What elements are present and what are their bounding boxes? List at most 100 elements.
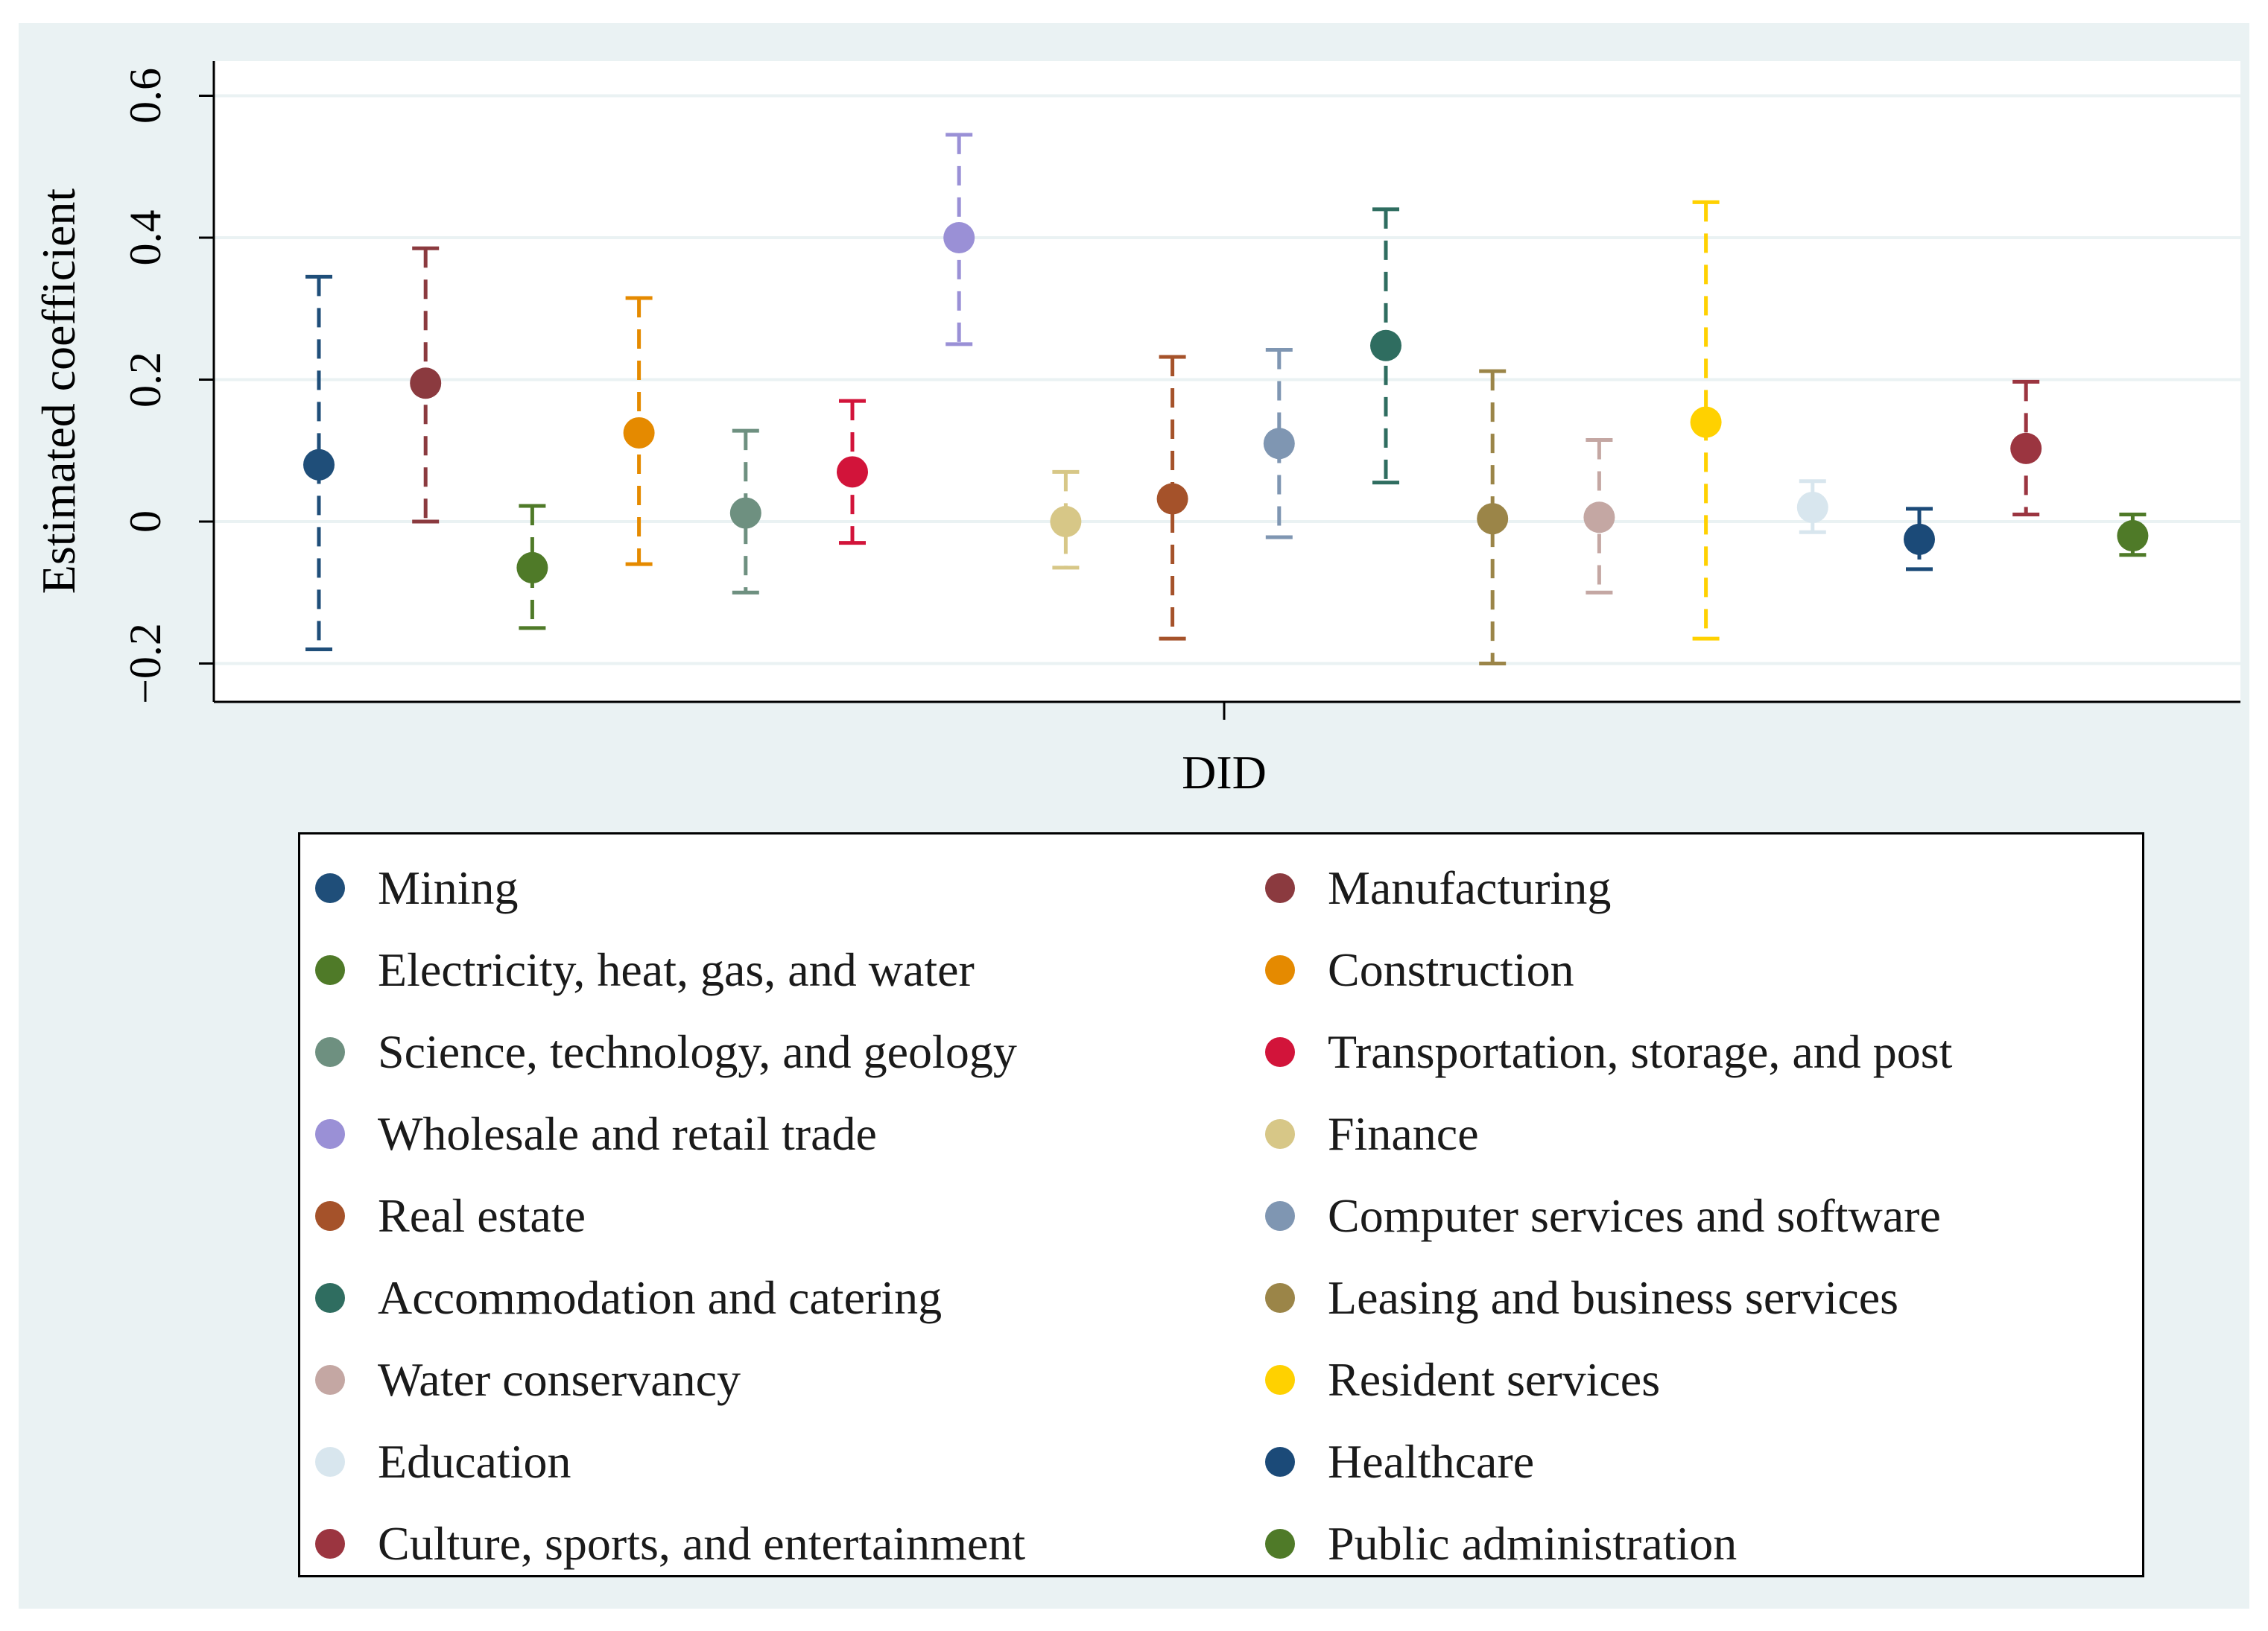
legend-label: Leasing and business services [1328, 1271, 1899, 1324]
series-6 [943, 133, 975, 346]
legend-marker [1265, 1037, 1295, 1067]
legend-label: Computer services and software [1328, 1189, 1941, 1242]
legend-marker [1265, 1447, 1295, 1477]
legend-marker [1265, 1283, 1295, 1313]
point-estimate [1370, 329, 1401, 361]
series-17 [2117, 512, 2149, 557]
series-13 [1690, 200, 1722, 641]
series-1 [410, 246, 442, 524]
legend-marker [315, 1037, 345, 1067]
legend-marker [1265, 1529, 1295, 1559]
legend-label: Resident services [1328, 1353, 1661, 1406]
legend-item: Water conservancy [315, 1350, 741, 1410]
legend: Mining Manufacturing Electricity, heat, ga… [298, 832, 2144, 1577]
legend-marker [315, 1283, 345, 1313]
legend-marker [315, 1365, 345, 1395]
point-estimate [1583, 501, 1615, 533]
legend-marker [1265, 955, 1295, 985]
legend-item: Finance [1265, 1104, 1479, 1164]
legend-label: Mining [378, 861, 519, 914]
point-estimate [837, 456, 868, 488]
point-estimate [1904, 523, 1935, 555]
legend-item: Computer services and software [1265, 1186, 1941, 1246]
legend-marker [1265, 1201, 1295, 1231]
legend-marker [315, 873, 345, 903]
legend-marker [1265, 1119, 1295, 1149]
series-5 [837, 399, 868, 545]
legend-marker [315, 1201, 345, 1231]
y-tick-label: −0.2 [121, 623, 170, 704]
point-estimate [303, 449, 335, 481]
point-estimate [943, 222, 975, 253]
legend-label: Public administration [1328, 1517, 1738, 1570]
point-estimate [1050, 506, 1082, 537]
y-tick-label: 0.4 [121, 210, 170, 266]
legend-item: Real estate [315, 1186, 586, 1246]
point-estimate [623, 417, 655, 449]
legend-marker [315, 955, 345, 985]
legend-marker [1265, 1365, 1295, 1395]
grid-lines [214, 94, 2240, 665]
series-10 [1370, 207, 1401, 485]
y-axis-title: Estimated coefficient [32, 189, 85, 595]
legend-item: Accommodation and catering [315, 1268, 942, 1328]
point-estimate [1263, 428, 1295, 460]
legend-item: Electricity, heat, gas, and water [315, 940, 975, 1000]
legend-item: Manufacturing [1265, 858, 1611, 918]
legend-label: Accommodation and catering [378, 1271, 943, 1324]
legend-item: Healthcare [1265, 1432, 1534, 1492]
legend-label: Education [378, 1435, 571, 1488]
legend-item: Science, technology, and geology [315, 1022, 1017, 1082]
legend-item: Public administration [1265, 1514, 1737, 1574]
point-estimate [2010, 432, 2042, 464]
point-estimate [1477, 503, 1509, 535]
point-estimate [1156, 483, 1188, 515]
point-estimate [516, 551, 548, 583]
legend-label: Culture, sports, and entertainment [378, 1517, 1026, 1570]
axes [212, 61, 2240, 703]
series-15 [1904, 507, 1935, 571]
legend-label: Wholesale and retail trade [378, 1107, 877, 1160]
series-8 [1156, 355, 1188, 641]
series-16 [2010, 379, 2042, 516]
point-estimate [1796, 491, 1828, 523]
series-0 [303, 274, 335, 651]
legend-item: Transportation, storage, and post [1265, 1022, 1952, 1082]
data-marks [303, 133, 2149, 665]
legend-label: Finance [1328, 1107, 1479, 1160]
series-14 [1796, 479, 1828, 534]
legend-marker [315, 1529, 345, 1559]
legend-label: Transportation, storage, and post [1328, 1025, 1953, 1078]
legend-item: Construction [1265, 940, 1574, 1000]
point-estimate [2117, 520, 2149, 552]
legend-label: Water conservancy [378, 1353, 741, 1406]
series-3 [623, 296, 655, 566]
y-tick-label: 0 [121, 510, 170, 533]
legend-item: Culture, sports, and entertainment [315, 1514, 1025, 1574]
series-2 [516, 504, 548, 630]
legend-label: Electricity, heat, gas, and water [378, 943, 975, 996]
legend-marker [315, 1447, 345, 1477]
series-9 [1263, 347, 1295, 539]
point-estimate [729, 497, 761, 529]
legend-marker [1265, 873, 1295, 903]
series-7 [1050, 469, 1082, 570]
point-estimate [410, 367, 442, 399]
legend-label: Construction [1328, 943, 1574, 996]
legend-item: Wholesale and retail trade [315, 1104, 877, 1164]
legend-marker [315, 1119, 345, 1149]
legend-item: Resident services [1265, 1350, 1660, 1410]
legend-label: Manufacturing [1328, 861, 1612, 914]
point-estimate [1690, 406, 1722, 438]
y-tick-label: 0.2 [121, 352, 170, 408]
y-tick-label: 0.6 [121, 68, 170, 124]
series-12 [1583, 437, 1615, 595]
y-axis-ticks: −0.2 0 0.2 0.4 0.6 [121, 68, 214, 704]
legend-label: Healthcare [1328, 1435, 1535, 1488]
legend-item: Leasing and business services [1265, 1268, 1898, 1328]
legend-label: Science, technology, and geology [378, 1025, 1017, 1078]
series-11 [1477, 369, 1509, 665]
plot-area [214, 61, 2240, 702]
legend-item: Education [315, 1432, 571, 1492]
